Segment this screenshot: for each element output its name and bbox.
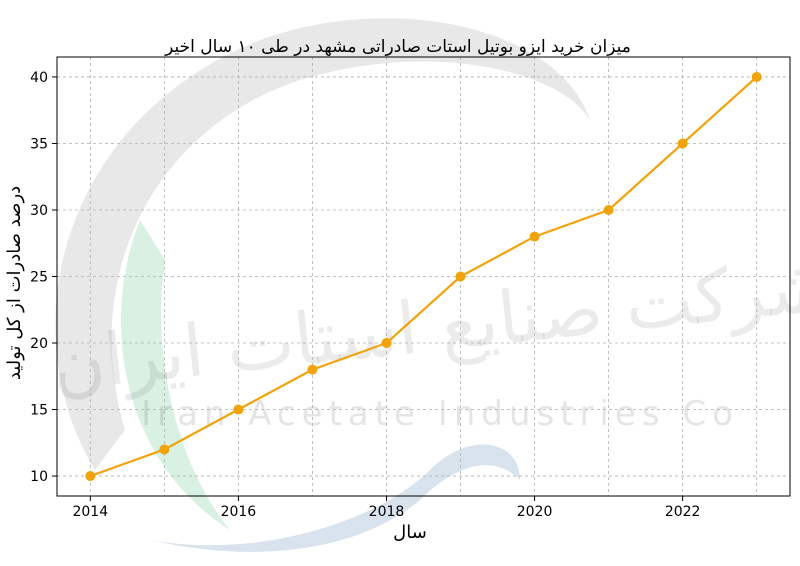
x-axis: 2014 2016 2018 2020 2022 <box>72 496 700 520</box>
x-axis-title: سال <box>393 522 427 543</box>
y-tick-label: 40 <box>30 70 48 86</box>
x-tick-label: 2018 <box>369 504 405 520</box>
data-point <box>603 204 614 215</box>
x-tick-label: 2020 <box>517 504 553 520</box>
y-axis: 10 15 20 25 30 35 40 <box>30 70 57 485</box>
y-tick-label: 25 <box>30 270 48 286</box>
data-point <box>751 71 762 82</box>
watermark-blue-wave <box>150 444 520 552</box>
y-axis-title: درصد صادرات از کل تولید <box>4 186 25 380</box>
data-point <box>455 271 466 282</box>
y-tick-label: 35 <box>30 136 48 152</box>
watermark-logo: شرکت صنایع استات ایران Iran Acetate Indu… <box>48 18 800 552</box>
data-point <box>85 471 96 482</box>
watermark-gray-arc <box>55 18 590 470</box>
chart-title: میزان خرید ایزو بوتیل استات صادراتی مشهد… <box>164 37 631 57</box>
grid-lines <box>57 57 790 496</box>
x-tick-label: 2014 <box>72 504 108 520</box>
data-point <box>159 444 170 455</box>
y-tick-label: 20 <box>30 336 48 352</box>
y-tick-label: 15 <box>30 403 48 419</box>
watermark-green-arc <box>120 220 230 530</box>
data-point <box>307 364 318 375</box>
y-tick-label: 30 <box>30 203 48 219</box>
data-point <box>529 231 540 242</box>
data-point <box>677 138 688 149</box>
y-tick-label: 10 <box>30 469 48 485</box>
x-tick-label: 2022 <box>665 504 701 520</box>
data-points <box>85 71 762 482</box>
x-tick-label: 2016 <box>221 504 257 520</box>
data-point <box>381 338 392 349</box>
data-point <box>233 404 244 415</box>
series-line <box>89 76 758 478</box>
